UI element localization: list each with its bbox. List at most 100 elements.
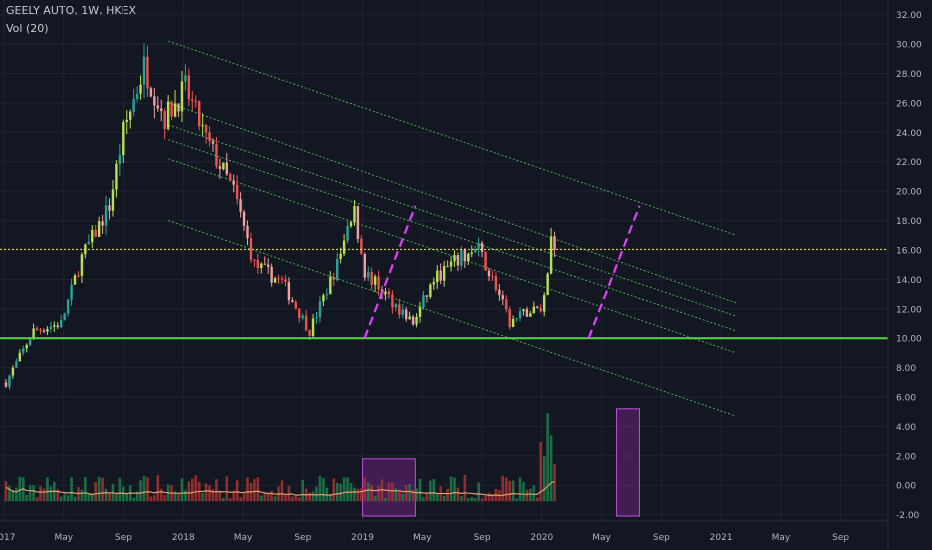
- volume-bar: [487, 492, 491, 502]
- volume-bar: [146, 477, 149, 502]
- candle-body: [73, 275, 77, 285]
- candle-body: [536, 306, 539, 308]
- candle-body: [346, 226, 349, 241]
- volume-bar: [508, 480, 511, 502]
- volume-bar: [125, 494, 129, 502]
- candle-body: [235, 184, 239, 200]
- candle-body: [28, 339, 32, 345]
- candle-body: [11, 367, 15, 376]
- candle-body: [446, 266, 449, 268]
- x-tick-label: May: [772, 533, 791, 543]
- candle-body: [463, 249, 467, 262]
- x-axis[interactable]: 2017 May Sep 2018 May Sep 2019 May Sep 2020 May Sep…: [0, 520, 888, 543]
- volume-bar: [208, 485, 211, 502]
- candle-body: [518, 311, 522, 319]
- candle-body: [160, 108, 163, 112]
- volume-bar: [115, 493, 118, 502]
- volume-bar: [35, 497, 39, 502]
- volume-bar: [373, 496, 377, 502]
- candle-body: [360, 238, 363, 254]
- volume-bar: [504, 477, 508, 502]
- volume-bar: [542, 456, 546, 502]
- candle-body: [342, 240, 346, 254]
- volume-bars: [4, 413, 556, 502]
- volume-bar: [401, 493, 405, 502]
- y-tick-label: 22.00: [896, 158, 922, 168]
- volume-bar: [522, 482, 525, 502]
- candle-body: [363, 253, 366, 278]
- volume-bar: [387, 482, 391, 502]
- volume-bar: [90, 493, 94, 502]
- volume-bar: [280, 480, 284, 502]
- candle-body: [173, 103, 177, 117]
- y-tick-label: 32.00: [896, 11, 922, 21]
- candle-body: [8, 375, 11, 387]
- candle-body: [325, 294, 329, 296]
- volume-bar: [191, 478, 194, 502]
- candle-body: [246, 225, 249, 239]
- volume-bar: [287, 485, 291, 502]
- volume-bar: [118, 477, 122, 502]
- candle-body: [80, 254, 84, 276]
- candle-body: [35, 328, 39, 330]
- volume-bar: [339, 483, 342, 502]
- volume-bar: [84, 476, 87, 502]
- volume-bar: [66, 495, 70, 502]
- volume-bar: [549, 435, 553, 502]
- volume-bar: [501, 475, 505, 502]
- volume-bar: [408, 484, 411, 502]
- x-tick-label: 2020: [530, 533, 553, 543]
- volume-bar: [294, 495, 298, 502]
- volume-highlight-box: [616, 408, 640, 517]
- y-axis[interactable]: -2.00 0.00 2.00 4.00 6.00 8.00 10.00 12.00 14.00…: [887, 0, 932, 550]
- candle-body: [522, 309, 525, 312]
- candle-body: [349, 222, 353, 227]
- volume-bar: [284, 494, 287, 502]
- candle-body: [505, 299, 508, 310]
- candle-body: [487, 270, 491, 277]
- candle-body: [353, 206, 356, 223]
- volume-bar: [260, 495, 263, 502]
- volume-bar: [28, 485, 32, 502]
- volume-bar: [353, 487, 356, 502]
- candle-body: [49, 326, 53, 330]
- candle-body: [553, 236, 556, 250]
- candle-body: [304, 315, 308, 331]
- candle-body: [436, 270, 439, 283]
- volume-bar: [246, 477, 249, 502]
- candle-body: [477, 243, 480, 250]
- volume-bar: [442, 495, 446, 502]
- volume-bar: [515, 498, 518, 502]
- volume-bar: [536, 497, 539, 502]
- candle-body: [129, 111, 132, 120]
- volume-bar: [377, 485, 380, 502]
- candle-body: [15, 361, 18, 368]
- x-tick-label: Sep: [294, 533, 311, 543]
- candle-body: [425, 295, 429, 297]
- candle-body: [422, 295, 425, 308]
- volume-bar: [101, 477, 104, 502]
- candle-body: [211, 141, 215, 144]
- candle-body: [101, 221, 104, 226]
- volume-bar: [322, 478, 325, 502]
- candle-body: [529, 313, 532, 317]
- volume-bar: [177, 492, 180, 502]
- candle-body: [204, 125, 208, 133]
- volume-bar: [156, 475, 160, 502]
- volume-bar: [256, 477, 260, 502]
- candle-body: [322, 295, 325, 302]
- candle-body: [118, 155, 122, 164]
- candle-body: [546, 273, 549, 296]
- candle-body: [315, 317, 318, 319]
- volume-bar: [184, 490, 187, 502]
- volume-bar: [46, 477, 49, 502]
- volume-bar: [432, 479, 436, 502]
- volume-bar: [273, 496, 277, 502]
- candle-body: [394, 304, 398, 308]
- volume-bar: [139, 480, 142, 502]
- candle-body: [501, 295, 504, 300]
- volume-bar: [329, 493, 332, 502]
- volume-bar: [415, 488, 418, 502]
- candle-body: [387, 291, 391, 295]
